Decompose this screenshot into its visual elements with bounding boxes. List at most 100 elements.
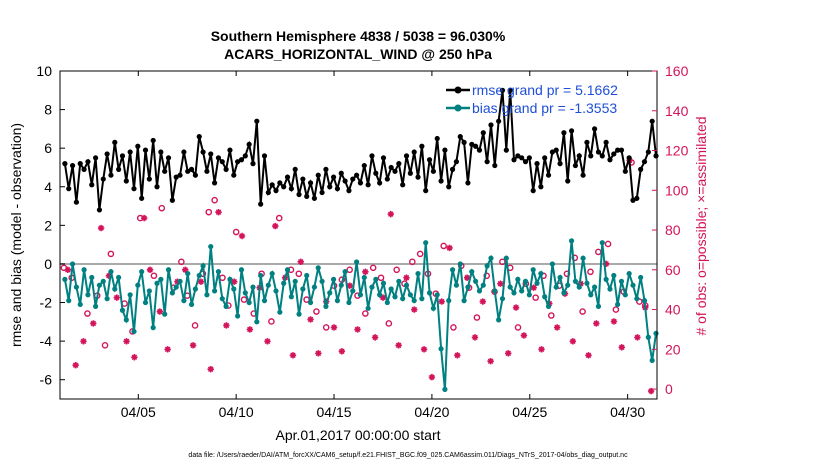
bias-point (192, 286, 199, 292)
obs-possible-point (594, 248, 602, 256)
y-left-tick-label: 4 (44, 179, 52, 195)
bias-point (611, 272, 617, 279)
rmse-point (231, 172, 237, 178)
rmse-point (238, 157, 245, 163)
rmse-point (380, 155, 387, 161)
bias-point (496, 317, 502, 323)
bias-point (319, 278, 325, 284)
rmse-point (553, 147, 559, 153)
rmse-point (588, 153, 594, 159)
rmse-point (96, 207, 103, 213)
rmse-point (519, 155, 525, 161)
plot-area-frame (59, 70, 658, 400)
rmse-point (649, 118, 655, 124)
bias-point (499, 296, 506, 302)
rmse-point (603, 139, 609, 145)
bias-point (327, 290, 333, 296)
obs-assimilated-point (454, 352, 461, 359)
bias-point (181, 298, 187, 304)
obs-assimilated-point (123, 338, 130, 345)
bias-point (231, 286, 237, 292)
obs-possible-point (150, 272, 158, 280)
bias-point (281, 280, 287, 286)
rmse-point (338, 170, 344, 176)
obs-assimilated-markers (64, 157, 655, 395)
legend: rmse grand pr = 5.1662 bias grand pr = -… (446, 82, 618, 116)
bias-point (584, 280, 590, 286)
bias-point (446, 298, 452, 304)
rmse-point (119, 153, 126, 159)
bias-point (595, 303, 602, 309)
x-tick-label: 04/15 (317, 404, 352, 420)
bias-point (576, 284, 582, 290)
rmse-point (227, 147, 233, 153)
bias-point (572, 278, 579, 284)
rmse-point (365, 182, 371, 188)
bias-point (273, 288, 279, 294)
obs-possible-point (369, 264, 377, 272)
obs-assimilated-point (512, 304, 520, 311)
rmse-point (215, 155, 222, 161)
bias-point (227, 276, 233, 282)
bias-point (215, 269, 222, 275)
rmse-point (296, 191, 302, 198)
rmse-point (100, 176, 106, 182)
bias-point (223, 303, 229, 309)
obs-possible-point (346, 266, 353, 274)
obs-possible-point (158, 204, 166, 212)
rmse-point (162, 168, 168, 174)
obs-assimilated-point (585, 352, 592, 359)
bias-point (85, 292, 91, 298)
bias-point (634, 296, 640, 302)
bias-point (473, 278, 479, 284)
y-right-tick-label: 140 (665, 103, 689, 119)
rmse-point (242, 153, 248, 159)
obs-assimilated-point (411, 306, 418, 313)
bias-point (350, 288, 356, 294)
bias-point (638, 274, 644, 281)
bias-point (177, 278, 183, 284)
legend-rmse-label: rmse grand pr = 5.1662 (472, 82, 618, 98)
rmse-point (618, 147, 625, 153)
obs-assimilated-point (272, 222, 279, 230)
rmse-series (62, 87, 659, 213)
rmse-point (568, 128, 575, 134)
bias-point (538, 270, 544, 277)
bias-point (653, 330, 659, 336)
rmse-point (323, 166, 329, 172)
y-left-tick-label: 10 (36, 63, 52, 79)
bias-point (592, 284, 598, 290)
obs-possible-point (548, 312, 555, 319)
obs-possible-markers (60, 159, 649, 349)
obs-possible-point (205, 208, 213, 216)
bias-point (354, 259, 360, 265)
rmse-point (104, 151, 110, 157)
x-axis-label: Apr.01,2017 00:00:00 start (275, 427, 440, 443)
obs-possible-point (440, 242, 447, 250)
obs-assimilated-point (487, 358, 494, 365)
rmse-point (315, 172, 321, 178)
bias-point (515, 276, 521, 282)
obs-assimilated-point (379, 294, 387, 301)
bias-point (158, 276, 164, 282)
rmse-point (154, 184, 160, 190)
bias-point (73, 284, 80, 290)
rmse-point (411, 149, 417, 155)
rmse-point (396, 161, 402, 167)
rmse-point (165, 155, 172, 161)
bias-point (442, 386, 448, 392)
rmse-point (572, 162, 579, 169)
bias-point (89, 274, 95, 281)
bias-point (568, 238, 575, 244)
bias-point (526, 292, 532, 298)
rmse-point (277, 180, 283, 186)
bias-series (62, 238, 659, 392)
rmse-point (112, 139, 118, 145)
obs-assimilated-point (602, 260, 610, 268)
bias-point (235, 313, 241, 319)
obs-possible-point (101, 342, 109, 349)
rmse-point (592, 126, 598, 132)
bias-point (238, 267, 245, 273)
rmse-point (330, 174, 337, 180)
rmse-point (503, 147, 509, 153)
